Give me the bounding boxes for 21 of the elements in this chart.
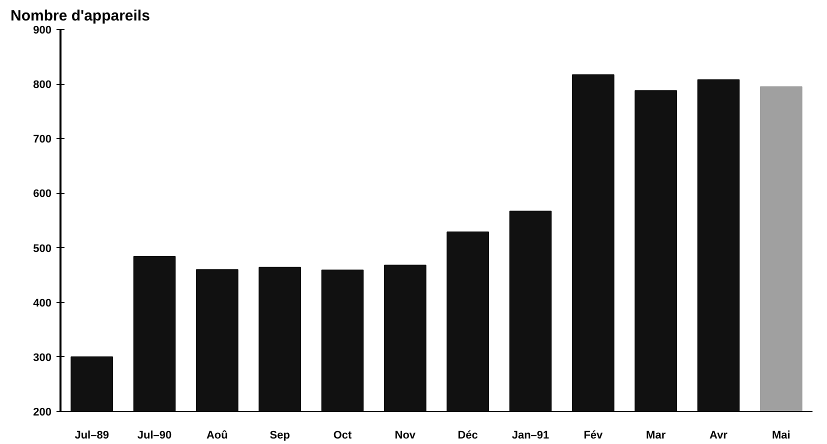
x-tick-label: Mar [646,430,666,442]
y-axis-title: Nombre d'appareils [10,8,150,24]
x-tick-label: Jan–91 [512,430,550,442]
x-tick-label: Avr [710,430,728,442]
y-tick-label: 500 [33,242,52,255]
x-tick-label: Mai [772,430,790,442]
x-tick-label: Déc [458,430,478,442]
y-tick-label: 400 [33,297,52,310]
y-tick-label: 700 [33,134,52,146]
y-tick-label: 200 [33,406,52,418]
x-tick-label: Nov [394,430,416,442]
y-tick-label: 800 [33,79,52,92]
x-tick-label: Jul–90 [137,430,172,442]
x-tick-label: Jul–89 [74,430,109,442]
x-tick-label: Oct [333,430,352,442]
x-tick-label: Aoû [206,430,228,442]
y-tick-label: 900 [33,24,52,36]
y-tick-label: 300 [33,352,52,364]
x-tick-label: Fév [584,430,604,442]
y-tick-label: 600 [33,188,52,200]
x-tick-label: Sep [270,430,290,442]
